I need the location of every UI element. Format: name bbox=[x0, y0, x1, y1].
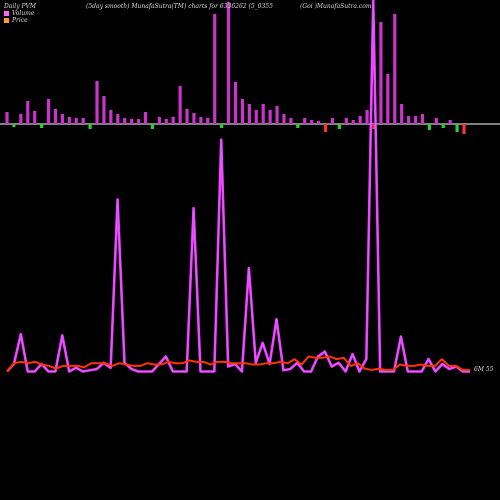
volume-bar bbox=[40, 124, 44, 128]
volume-bar bbox=[178, 86, 182, 124]
volume-bar bbox=[150, 124, 155, 129]
volume-bar bbox=[171, 117, 175, 124]
volume-bar bbox=[462, 124, 466, 134]
volume-bar bbox=[254, 110, 258, 124]
volume-bar bbox=[109, 110, 113, 124]
volume-bar bbox=[337, 124, 341, 129]
volume-bar bbox=[386, 74, 390, 124]
header-left: Daily PVM bbox=[4, 3, 37, 10]
volume-line-inner bbox=[6, 0, 470, 373]
volume-bar bbox=[441, 124, 445, 128]
volume-bars bbox=[5, 2, 466, 134]
volume-bar bbox=[136, 119, 141, 124]
legend-volume-label: Volume bbox=[12, 10, 35, 17]
volume-bar bbox=[240, 99, 245, 124]
volume-bar bbox=[310, 120, 314, 124]
volume-bar bbox=[275, 106, 279, 124]
volume-swatch-icon bbox=[4, 11, 9, 16]
volume-bar bbox=[233, 82, 238, 124]
volume-bar bbox=[303, 118, 307, 124]
volume-bar bbox=[296, 124, 300, 128]
volume-bar bbox=[53, 109, 58, 124]
last-price-label: 6M 55 bbox=[474, 366, 494, 373]
volume-bar bbox=[130, 119, 134, 124]
volume-bar bbox=[206, 118, 210, 124]
volume-bar bbox=[95, 81, 99, 124]
volume-bar bbox=[379, 22, 383, 124]
volume-bar bbox=[455, 124, 459, 132]
volume-bar bbox=[351, 120, 355, 124]
volume-bar bbox=[88, 124, 92, 129]
volume-bar bbox=[289, 118, 293, 124]
volume-bar bbox=[268, 110, 272, 124]
pvm-lines bbox=[6, 0, 470, 373]
price-swatch-icon bbox=[4, 18, 9, 23]
volume-bar bbox=[5, 112, 9, 124]
volume-bar bbox=[226, 2, 231, 124]
volume-bar bbox=[282, 114, 286, 124]
header-right: (Goi )MunafaSutra.com bbox=[300, 3, 372, 10]
volume-bar bbox=[123, 118, 127, 124]
volume-bar bbox=[12, 124, 16, 127]
volume-bar bbox=[365, 110, 369, 124]
volume-bar bbox=[330, 118, 335, 124]
volume-bar bbox=[67, 117, 71, 124]
volume-bar bbox=[393, 14, 397, 124]
volume-bar bbox=[185, 109, 189, 124]
volume-bar bbox=[220, 124, 224, 128]
volume-bar bbox=[434, 118, 438, 124]
volume-bar bbox=[192, 113, 196, 124]
legend-price: Price bbox=[4, 17, 28, 24]
volume-bar bbox=[316, 121, 321, 124]
header-mid: (5day smooth) MunafaSutra(TM) charts for… bbox=[86, 3, 273, 10]
legend-volume: Volume bbox=[4, 10, 34, 17]
volume-bar bbox=[420, 114, 425, 124]
volume-bar bbox=[81, 118, 85, 124]
volume-bar bbox=[143, 112, 148, 124]
volume-bar bbox=[26, 101, 30, 124]
volume-bar bbox=[157, 117, 161, 124]
volume-bar bbox=[19, 114, 23, 124]
volume-bar bbox=[372, 124, 376, 129]
volume-bar bbox=[247, 104, 251, 124]
volume-bar bbox=[323, 124, 328, 132]
volume-bar bbox=[344, 118, 348, 124]
volume-bar bbox=[116, 114, 120, 124]
volume-bar bbox=[46, 99, 51, 124]
volume-bar bbox=[60, 114, 64, 124]
volume-bar bbox=[33, 111, 37, 124]
volume-bar bbox=[407, 116, 411, 124]
volume-bar bbox=[102, 96, 106, 124]
price-line bbox=[6, 355, 470, 372]
volume-bar bbox=[199, 117, 203, 124]
volume-bar bbox=[261, 104, 265, 124]
volume-bar bbox=[413, 116, 418, 124]
legend-price-label: Price bbox=[12, 17, 28, 24]
volume-bar bbox=[74, 118, 78, 124]
volume-bar bbox=[400, 104, 404, 124]
volume-bar bbox=[448, 120, 452, 124]
volume-bar bbox=[213, 14, 217, 124]
volume-bar bbox=[427, 124, 431, 130]
volume-bar bbox=[358, 116, 362, 124]
volume-bar bbox=[164, 119, 168, 124]
